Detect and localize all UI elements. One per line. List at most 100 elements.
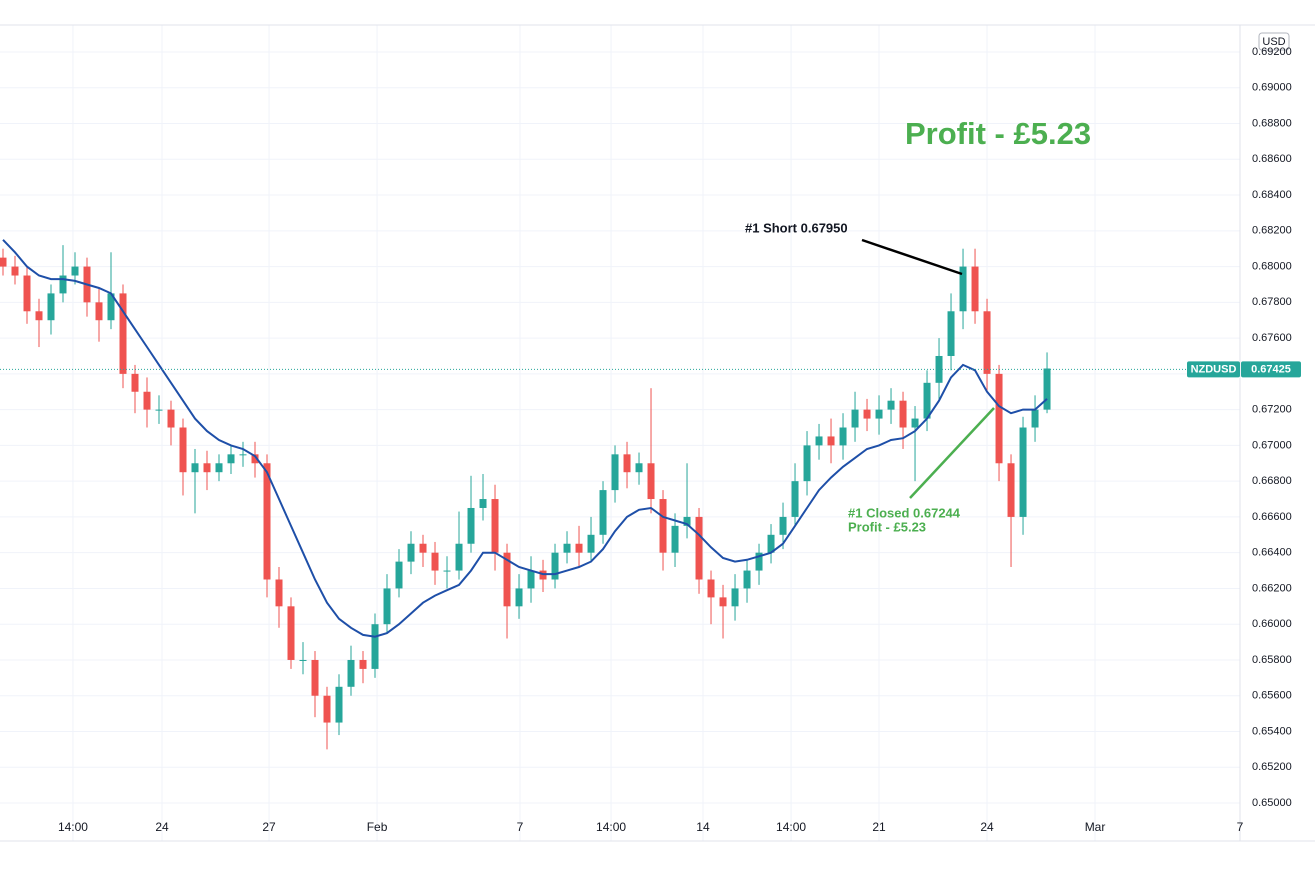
currency[interactable]: USD [1262, 36, 1285, 48]
x-tick-label: 7 [1237, 820, 1244, 834]
y-tick-label: 0.67600 [1252, 332, 1292, 344]
headline: Profit - £5.23 [905, 116, 1091, 151]
x-tick-label: Feb [367, 820, 388, 834]
candle-body [803, 445, 811, 482]
candle-body [599, 490, 607, 535]
candle-body [407, 543, 415, 562]
candle-body [191, 463, 199, 473]
candle-body [119, 293, 127, 374]
candle-body [659, 499, 667, 553]
y-tick-label: 0.67200 [1252, 404, 1292, 416]
candle-body [911, 418, 919, 428]
candle-body [863, 409, 871, 419]
x-tick-label: 14:00 [58, 820, 88, 834]
x-tick-label: 27 [262, 820, 276, 834]
candle-body [851, 409, 859, 428]
candle-body [983, 311, 991, 374]
candle-body [587, 534, 595, 553]
candle-body [383, 588, 391, 625]
grid [0, 25, 1241, 841]
y-tick-label: 0.68800 [1252, 117, 1292, 129]
candle-body [899, 400, 907, 428]
x-tick-label: 24 [155, 820, 169, 834]
candle-body [335, 686, 343, 723]
candle-body [995, 373, 1003, 464]
candle-body [371, 624, 379, 669]
y-tick-label: 0.67000 [1252, 439, 1292, 451]
candle-body [947, 311, 955, 356]
x-tick-label: 14 [696, 820, 710, 834]
y-tick-label: 0.65000 [1252, 797, 1292, 809]
candle-body [731, 588, 739, 607]
candle-body [515, 588, 523, 607]
candle-body [395, 561, 403, 589]
candle-body [443, 570, 451, 572]
candle-body [779, 516, 787, 535]
candle-body [419, 543, 427, 553]
x-tick-label: 14:00 [596, 820, 626, 834]
candle-body [59, 275, 67, 294]
candle-body [491, 499, 499, 553]
candle-body [971, 266, 979, 312]
candle-body [347, 659, 355, 687]
candle-body [1043, 368, 1051, 410]
short-arrow [861, 238, 963, 276]
y-tick-label: 0.66200 [1252, 582, 1292, 594]
candle-body [71, 266, 79, 276]
y-tick-label: 0.66800 [1252, 475, 1292, 487]
profit-annotation: Profit - £5.23 [848, 519, 926, 534]
candle-body [923, 382, 931, 419]
x-tick-label: 24 [980, 820, 994, 834]
candle-body [707, 579, 715, 598]
candle-body [1019, 427, 1027, 517]
close-arrow [909, 407, 995, 499]
currency-box[interactable] [1258, 32, 1290, 51]
y-tick-label: 0.65800 [1252, 654, 1292, 666]
y-tick-label: 0.65600 [1252, 690, 1292, 702]
symbol-box [1187, 361, 1240, 378]
candle-body [275, 579, 283, 607]
y-tick-label: 0.65400 [1252, 725, 1292, 737]
candle-body [827, 436, 835, 446]
candle-body [503, 552, 511, 607]
short-annotation: #1 Short 0.67950 [745, 220, 848, 235]
candle-body [467, 507, 475, 544]
candle-body [179, 427, 187, 473]
candle-body [575, 543, 583, 553]
candle-body [719, 597, 727, 607]
y-tick-label: 0.68600 [1252, 153, 1292, 165]
candle-body [167, 409, 175, 428]
candle-body [527, 570, 535, 589]
candle-body [311, 659, 319, 696]
y-tick-label: 0.65200 [1252, 761, 1292, 773]
y-tick-label: 0.66400 [1252, 547, 1292, 559]
candle-body [479, 499, 487, 508]
candle-body [683, 516, 691, 526]
candle-body [299, 659, 307, 661]
x-tick-label: 21 [872, 820, 886, 834]
candle-body [287, 606, 295, 660]
candle-body [671, 525, 679, 553]
y-tick-label: 0.68200 [1252, 225, 1292, 237]
candle-body [215, 463, 223, 473]
y-tick-label: 0.66600 [1252, 511, 1292, 523]
candle-body [0, 257, 7, 267]
candle-body [959, 266, 967, 312]
candle-body [11, 266, 19, 276]
y-tick-label: 0.66000 [1252, 618, 1292, 630]
candle-body [563, 543, 571, 553]
candle-body [203, 463, 211, 473]
symbol-label: NZDUSD [1191, 363, 1237, 375]
candle-body [23, 275, 31, 312]
x-tick-label: 14:00 [776, 820, 806, 834]
candle-body [695, 516, 703, 580]
candle-body [815, 436, 823, 446]
candle-body [743, 570, 751, 589]
candle-body [1031, 409, 1039, 428]
candle-body [767, 534, 775, 553]
last-price-label: 0.67425 [1251, 363, 1291, 375]
x-tick-label: 7 [517, 820, 524, 834]
candle-body [35, 311, 43, 321]
